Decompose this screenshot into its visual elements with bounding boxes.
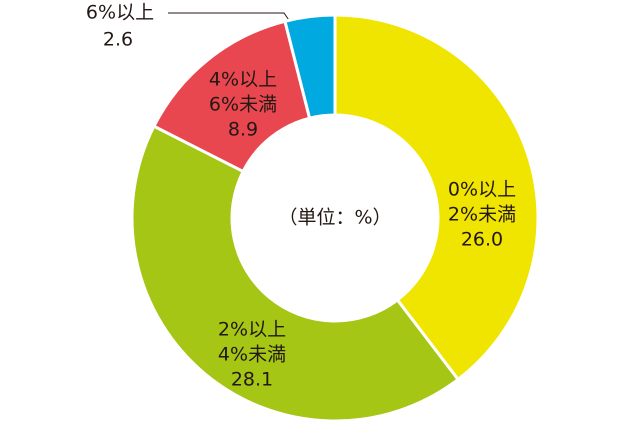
slice [130,124,461,423]
value-label: 8.9 [228,119,258,141]
slice-label: 6%未満 [209,94,277,116]
value-label: 28.1 [231,369,273,391]
slice-label: 2%以上 [218,319,286,341]
slice-label: 6%以上 [86,2,154,24]
slice-label: 0%以上 [448,179,516,201]
center-label: （単位：%） [278,207,391,229]
slice-label: 2%未満 [448,204,516,226]
slice-label: 4%未満 [218,344,286,366]
value-label: 26.0 [461,229,503,251]
slice [333,13,540,382]
slice [283,13,337,121]
value-label: 2.6 [103,29,133,51]
slice-label: 4%以上 [209,69,277,91]
